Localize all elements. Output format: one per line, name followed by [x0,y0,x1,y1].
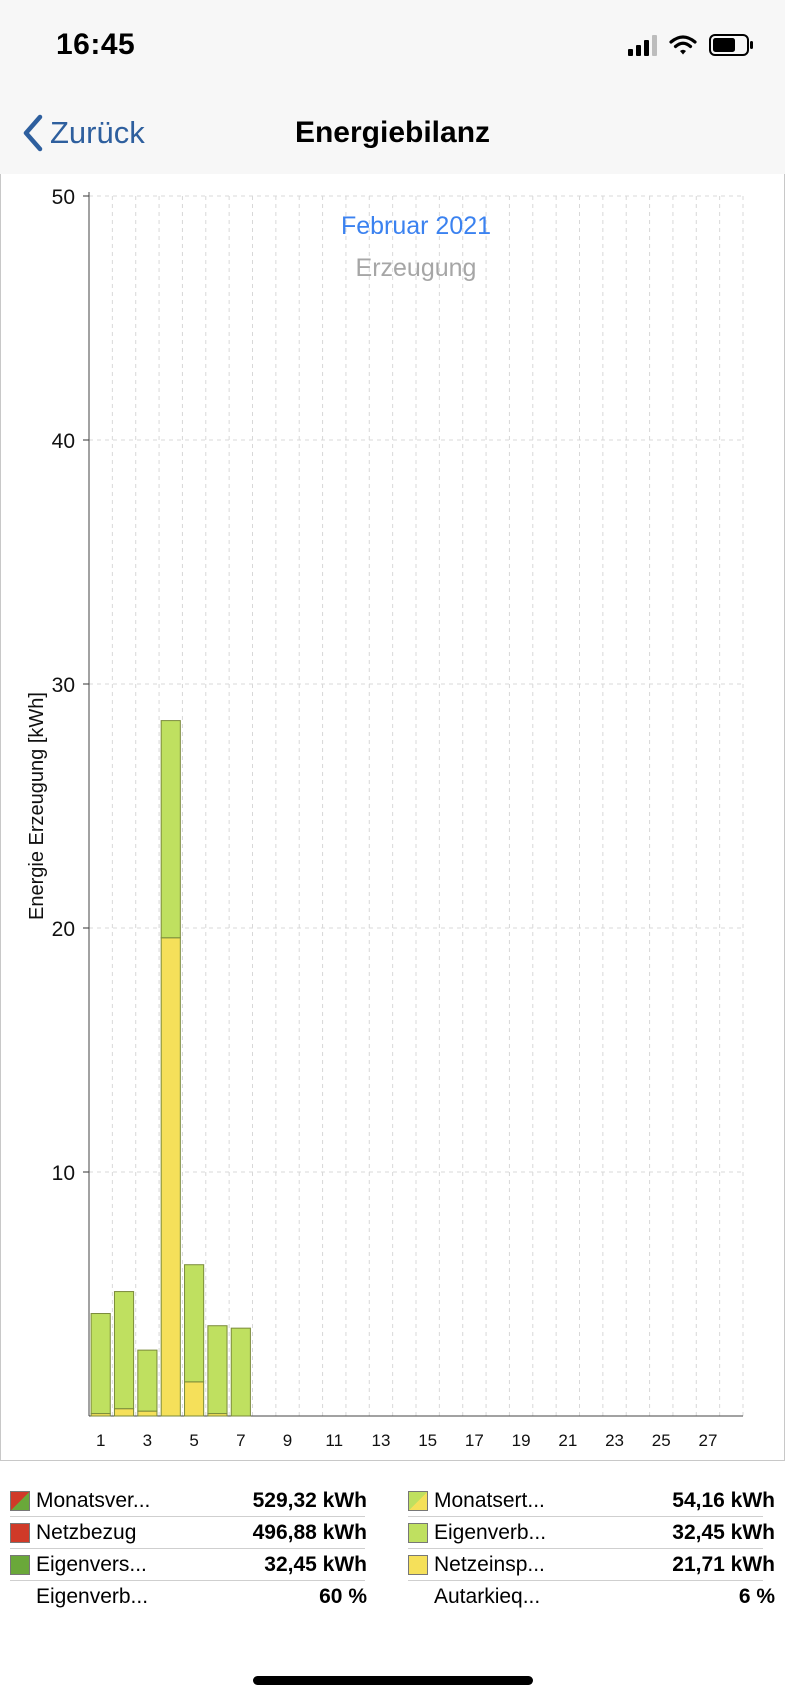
legend-separator [10,1580,365,1581]
legend-separator [408,1516,763,1517]
y-tick-label: 30 [52,674,75,697]
navigation-bar: Zurück Energiebilanz [0,100,785,175]
legend-value: 6 % [738,1585,775,1608]
legend-value: 21,71 kWh [672,1553,775,1576]
status-icons [628,34,755,56]
legend-swatch-light-green-icon [408,1523,428,1543]
y-tick-label: 20 [52,918,75,941]
x-tick-label: 7 [236,1431,245,1450]
page-title: Energiebilanz [294,116,491,149]
x-tick-label: 21 [558,1431,577,1450]
bar-segment [184,1264,205,1383]
y-tick-label: 50 [52,186,75,209]
bar-segment [160,937,181,1417]
legend-label: Eigenvers... [36,1553,147,1576]
x-tick-label: 3 [143,1431,152,1450]
bar-segment [113,1408,135,1417]
legend-value: 32,45 kWh [672,1521,775,1544]
legend-item: Eigenverb... 32,45 kWh [408,1518,775,1548]
legend-value: 60 % [319,1585,367,1608]
x-tick-label: 9 [283,1431,292,1450]
legend-item: Monatsver... 529,32 kWh [10,1486,367,1516]
wifi-icon [669,35,697,55]
bar-segment [113,1291,135,1410]
cellular-signal-icon [628,34,657,56]
x-tick-label: 19 [512,1431,531,1450]
status-time: 16:45 [56,28,136,61]
legend-swatch-half-yellow-green-icon [408,1491,428,1511]
chevron-left-icon [23,114,43,152]
back-button[interactable]: Zurück [22,114,145,152]
legend-swatch-dark-green-icon [10,1555,30,1575]
legend-value: 529,32 kWh [252,1489,367,1512]
x-tick-label: 13 [372,1431,391,1450]
legend-item: Eigenverb... 60 % [10,1582,367,1612]
x-tick-label: 25 [652,1431,671,1450]
x-tick-label: 27 [699,1431,718,1450]
bar-segment [230,1327,251,1417]
legend-item: Netzeinsp... 21,71 kWh [408,1550,775,1580]
legend-item: Autarkieq... 6 % [408,1582,775,1612]
back-button-label: Zurück [50,115,145,150]
legend-separator [408,1580,763,1581]
x-tick-label: 5 [189,1431,198,1450]
legend-label: Eigenverb... [434,1521,547,1544]
bar-segment [184,1381,205,1417]
legend-swatch-red-icon [10,1523,30,1543]
legend-separator [408,1548,763,1549]
energy-chart: 10 20 30 40 50 1 3 5 7 9 11 13 15 17 19 21 23 25 27 Februar… [0,174,785,1461]
x-tick-label: 23 [605,1431,624,1450]
legend-swatch-half-red-green-icon [10,1491,30,1511]
legend-value: 54,16 kWh [672,1489,775,1512]
y-tick-label: 40 [52,430,75,453]
bar-segment [137,1349,158,1412]
y-axis-label: Energie Erzeugung [kWh] [26,692,48,920]
legend-value: 496,88 kWh [252,1521,367,1544]
battery-icon [709,34,753,56]
bar-segment [137,1410,158,1417]
legend-separator [10,1516,365,1517]
x-tick-label: 1 [96,1431,105,1450]
legend-swatch-yellow-icon [408,1555,428,1575]
legend-label: Autarkieq... [434,1585,541,1608]
legend-item: Eigenvers... 32,45 kWh [10,1550,367,1580]
legend-label: Monatsver... [36,1489,151,1512]
legend-item: Netzbezug 496,88 kWh [10,1518,367,1548]
home-indicator [253,1676,533,1685]
chart-title: Februar 2021 [341,212,491,240]
bar-segment [160,720,181,939]
legend-label: Eigenverb... [36,1585,149,1608]
status-bar: 16:45 [0,0,785,100]
legend-label: Monatsert... [434,1489,545,1512]
bar-segment [207,1325,228,1415]
legend-item: Monatsert... 54,16 kWh [408,1486,775,1516]
legend-separator [10,1548,365,1549]
chart-subtitle: Erzeugung [356,254,477,282]
x-tick-label: 17 [465,1431,484,1450]
legend-label: Netzbezug [36,1521,137,1544]
legend-value: 32,45 kWh [264,1553,367,1576]
x-tick-label: 15 [418,1431,437,1450]
bar-segment [90,1313,111,1415]
legend-label: Netzeinsp... [434,1553,545,1576]
x-tick-label: 11 [325,1431,343,1450]
y-tick-label: 10 [52,1162,75,1185]
